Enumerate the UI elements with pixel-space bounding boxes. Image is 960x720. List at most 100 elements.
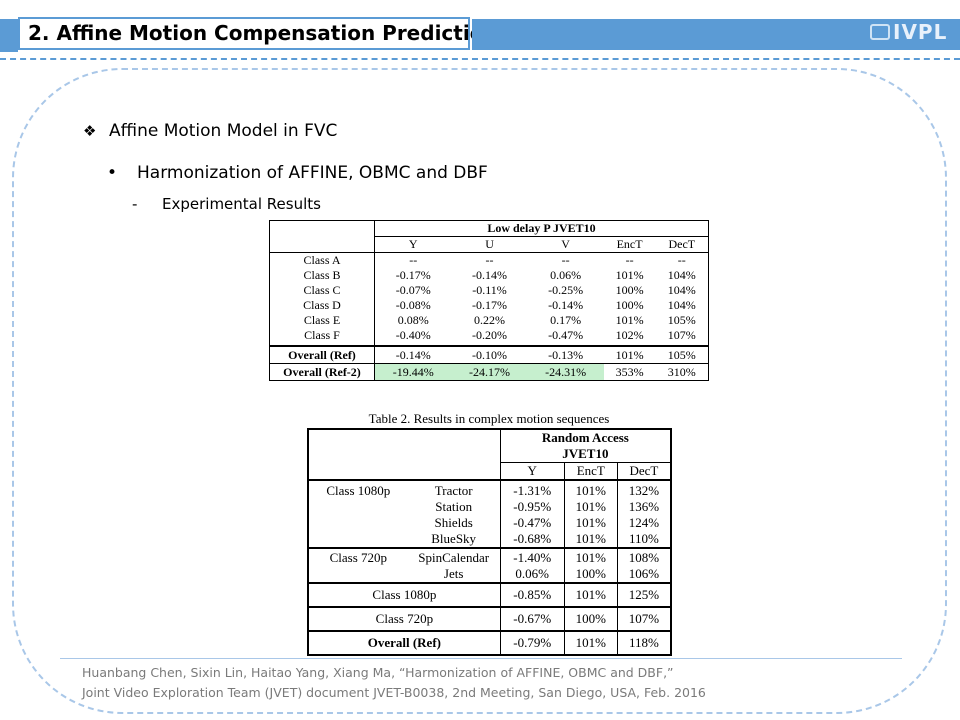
cell: -0.79% (500, 630, 565, 655)
row-label: Class D (269, 298, 375, 313)
sequence-name: SpinCalendar (407, 547, 501, 566)
table2-caption: Table 2. Results in complex motion seque… (368, 411, 610, 426)
group-label: Class 720p (308, 547, 408, 583)
cell: 101% (603, 345, 656, 364)
cell: 104% (667, 298, 696, 312)
table-row: Class 1080p Tractor -1.31% 101% 132% (308, 479, 671, 548)
diamond-bullet-icon: ❖ (83, 122, 97, 140)
cell: 0.06% (500, 566, 565, 583)
cell: 110% (628, 531, 659, 546)
table2-title-line2: JVET10 (500, 446, 671, 463)
cell: 100% (615, 283, 644, 297)
cell: 100% (615, 298, 644, 312)
cell: 105% (655, 345, 709, 364)
citation-line1: Huanbang Chen, Sixin Lin, Haitao Yang, X… (82, 665, 674, 680)
cell: 102% (615, 328, 644, 342)
table2-col-header: Y (500, 462, 565, 480)
cell: 101% (564, 515, 618, 531)
table1-col-header: Y (408, 237, 418, 251)
cell: 132% (617, 479, 671, 499)
cell: 101% (564, 547, 618, 566)
cell: 310% (655, 363, 709, 381)
table1-header-row: Y U V EncT DecT (270, 237, 709, 253)
cell: -0.47% (548, 328, 584, 342)
cell: -0.25% (548, 283, 584, 297)
summary-label: Class 720p (308, 606, 501, 631)
table1-col-header: V (561, 237, 570, 251)
low-delay-results-table: Low delay P JVET10 Y U V EncT DecT Class… (269, 220, 709, 381)
content-frame (12, 68, 947, 714)
cell: 101% (564, 630, 618, 655)
cell: -0.14% (374, 345, 452, 364)
table-row: Class E 0.08% 0.22% 0.17% 101% 105% (269, 313, 709, 328)
table-row: Class B -0.17% -0.14% 0.06% 101% 104% (269, 268, 709, 283)
dash-bullet-icon: - (132, 195, 138, 213)
cell: -- (374, 252, 452, 268)
cell: -0.13% (527, 345, 604, 364)
cell: 125% (617, 582, 671, 607)
table2-title-line1: Random Access (541, 430, 629, 445)
cell: 101% (564, 499, 618, 515)
bullet-level3-text: Experimental Results (162, 195, 321, 213)
table-row: Class 720p SpinCalendar -1.40% 101% 108% (308, 547, 671, 583)
table2-summary-row: Overall (Ref) -0.79% 101% 118% (308, 630, 671, 655)
row-label: Class A (269, 252, 375, 268)
table2-header-row: Y EncT DecT (308, 462, 671, 480)
slide-title: 2. Affine Motion Compensation Prediction (28, 21, 498, 45)
cell: 124% (628, 515, 660, 530)
table-row: Station -0.95% 101% 136% (308, 499, 671, 515)
table2-summary-row: Class 1080p -0.85% 101% 125% (308, 582, 671, 607)
table1-corner-cell (269, 220, 375, 253)
bullet-level3: - Experimental Results (132, 195, 321, 213)
logo-mark-icon (870, 24, 890, 40)
dot-bullet-icon: • (107, 163, 118, 183)
cell: -0.20% (472, 328, 508, 342)
bullet-level2: • Harmonization of AFFINE, OBMC and DBF (107, 163, 488, 183)
sequence-name: Shields (407, 515, 501, 531)
cell: -- (603, 252, 656, 268)
ivpl-logo: IVPL (870, 20, 947, 44)
header-divider (0, 58, 960, 60)
cell: -0.47% (500, 515, 565, 531)
group-label: Class 1080p (308, 479, 408, 548)
cell: 100% (564, 606, 618, 631)
cell: -- (655, 252, 709, 268)
cell: 136% (628, 499, 660, 514)
cell: 107% (667, 328, 696, 342)
cell: 101% (564, 531, 618, 548)
cell: 0.08% (397, 313, 429, 327)
row-label: Class C (269, 283, 375, 298)
table2-title-row: Random Access (308, 429, 671, 480)
table1-col-header: U (485, 237, 494, 251)
row-label: Overall (Ref-2) (269, 363, 375, 381)
cell: 106% (628, 566, 660, 581)
cell: 104% (667, 268, 696, 282)
logo-text: IVPL (893, 20, 948, 44)
cell: 101% (564, 582, 618, 607)
highlight-cell: -24.31% (527, 363, 604, 381)
table2-col-header: DecT (629, 463, 659, 478)
table-row: Shields -0.47% 101% 124% (308, 515, 671, 531)
sequence-name: Jets (407, 566, 501, 583)
row-label: Class F (269, 328, 375, 346)
cell: 118% (617, 630, 671, 655)
cell: -0.10% (451, 345, 528, 364)
footer-divider (60, 658, 902, 659)
cell: -- (527, 252, 604, 268)
reference-citation: Huanbang Chen, Sixin Lin, Haitao Yang, X… (82, 663, 706, 703)
random-access-results-table: Random Access JVET10 Y EncT DecT Class 1… (307, 428, 672, 656)
cell: 101% (615, 313, 644, 327)
bullet-level2-text: Harmonization of AFFINE, OBMC and DBF (137, 163, 488, 183)
cell: 105% (667, 313, 696, 327)
cell: -0.40% (395, 328, 431, 342)
cell: 0.06% (550, 268, 582, 282)
cell: -0.95% (500, 499, 565, 515)
cell: -0.14% (548, 298, 584, 312)
table2-corner-cell (308, 429, 501, 480)
cell: -0.14% (472, 268, 508, 282)
cell: 101% (564, 479, 618, 499)
table1-title: Low delay P JVET10 (374, 220, 709, 237)
cell: -0.07% (395, 283, 431, 297)
cell: -0.11% (472, 283, 507, 297)
citation-line2: Joint Video Exploration Team (JVET) docu… (82, 685, 706, 700)
